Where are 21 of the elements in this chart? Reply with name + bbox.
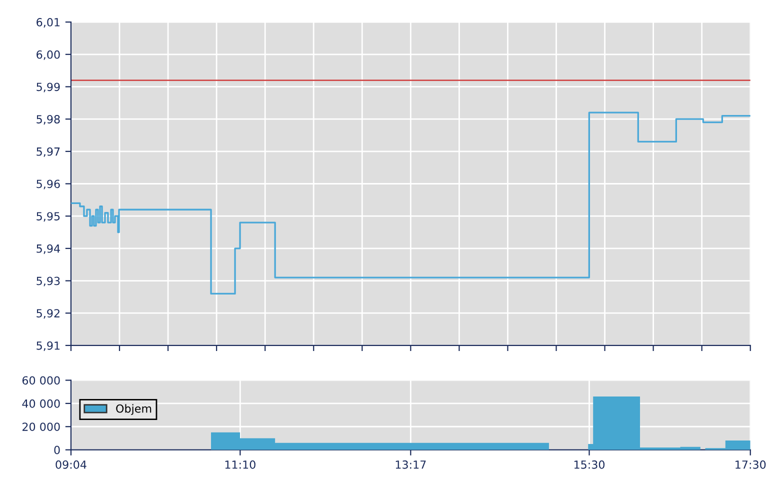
y-tick-label: 5,91 (36, 341, 60, 351)
y-tick-label: 5,92 (36, 309, 60, 319)
y-tick-label: 5,97 (36, 147, 60, 157)
y-tick-label: 60 000 (22, 376, 60, 385)
y-tick-label: 5,99 (36, 82, 60, 92)
y-tick-label: 5,94 (36, 244, 60, 254)
y-tick-label: 40 000 (22, 399, 60, 408)
y-tick-label: 6,01 (36, 18, 60, 28)
y-tick-label: 5,96 (36, 180, 60, 190)
x-tick-label: 15:30 (574, 460, 605, 469)
x-tick-label: 11:10 (225, 460, 256, 469)
y-tick-label: 0 (54, 446, 60, 454)
x-tick-label: 09:04 (56, 460, 86, 469)
x-tick-label: 17:30 (736, 460, 766, 469)
x-tick-label: 13:17 (396, 460, 426, 469)
legend-label: Objem (116, 404, 152, 415)
y-tick-label: 5,98 (36, 115, 60, 125)
y-tick-label: 5,95 (36, 212, 60, 222)
y-tick-label: 20 000 (22, 422, 60, 432)
y-tick-label: 5,93 (36, 276, 60, 286)
y-tick-label: 6,00 (36, 50, 60, 60)
